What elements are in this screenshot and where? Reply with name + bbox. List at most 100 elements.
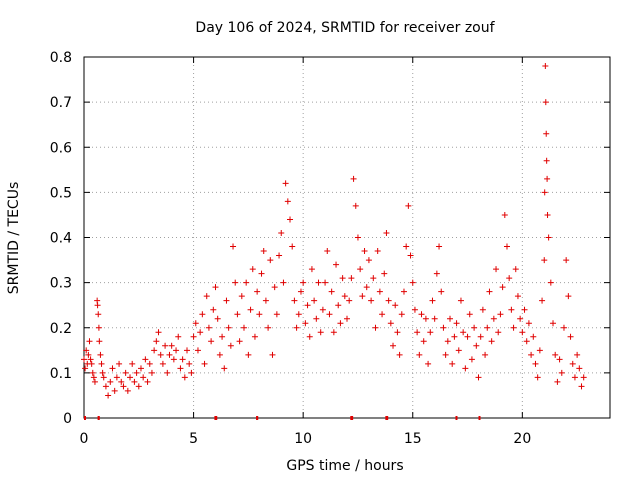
data-point — [142, 356, 149, 363]
data-point — [488, 338, 495, 345]
data-point — [416, 351, 423, 358]
data-point — [519, 329, 526, 336]
data-point — [201, 360, 208, 367]
data-point — [370, 275, 377, 282]
data-point — [398, 311, 405, 318]
data-point — [339, 275, 346, 282]
data-point — [365, 257, 372, 264]
data-point — [287, 216, 294, 223]
data-point — [495, 329, 502, 336]
data-point — [146, 360, 153, 367]
data-point — [155, 329, 162, 336]
data-point — [497, 311, 504, 318]
y-tick-label: 0.1 — [50, 366, 72, 382]
data-point — [82, 365, 89, 372]
data-point — [418, 311, 425, 318]
data-point — [109, 365, 116, 372]
data-point — [258, 270, 265, 277]
data-point — [95, 311, 102, 318]
data-point — [197, 329, 204, 336]
data-point — [466, 311, 473, 318]
data-point — [144, 378, 151, 385]
data-point — [350, 175, 357, 182]
data-point — [317, 329, 324, 336]
data-point — [420, 338, 427, 345]
data-point — [133, 369, 140, 376]
data-point — [344, 315, 350, 322]
data-point — [166, 351, 173, 358]
data-point — [124, 387, 131, 394]
data-point — [282, 180, 289, 187]
data-point — [278, 229, 285, 236]
data-point — [311, 297, 318, 304]
data-point — [184, 347, 191, 354]
gap-marker — [385, 416, 389, 420]
data-point — [433, 270, 440, 277]
data-point — [400, 288, 407, 295]
data-point — [512, 266, 519, 273]
axis-ticks: 0 0.1 0.2 0.3 0.4 0.5 0.6 0.7 0.8 0 5 10 15 20 — [50, 50, 610, 447]
data-point — [267, 257, 274, 264]
y-tick-label: 0.4 — [50, 231, 72, 247]
data-point — [392, 302, 399, 309]
data-point — [455, 347, 462, 354]
data-point — [407, 252, 414, 259]
data-point — [556, 356, 563, 363]
data-point — [293, 324, 300, 331]
data-point — [396, 351, 403, 358]
data-point — [227, 342, 234, 349]
data-point — [177, 365, 184, 372]
data-point — [414, 329, 421, 336]
data-point — [574, 351, 581, 358]
data-point — [186, 360, 193, 367]
data-point — [411, 306, 418, 313]
gap-marker — [478, 416, 481, 420]
data-point — [247, 306, 254, 313]
y-tick-label: 0 — [63, 411, 72, 427]
data-point — [91, 378, 98, 385]
data-point — [260, 248, 267, 255]
data-point — [238, 293, 245, 300]
data-point — [214, 315, 221, 322]
data-point — [381, 270, 388, 277]
data-point — [457, 297, 464, 304]
data-point — [111, 387, 118, 394]
y-tick-label: 0.6 — [50, 140, 72, 156]
data-point — [501, 211, 508, 218]
data-point — [97, 351, 104, 358]
data-point — [333, 261, 340, 268]
data-point — [379, 311, 386, 318]
data-point — [523, 338, 530, 345]
data-point — [543, 157, 550, 164]
data-point — [545, 234, 552, 241]
data-point — [543, 130, 550, 137]
data-point — [460, 329, 467, 336]
data-point — [429, 297, 436, 304]
data-point — [567, 333, 574, 340]
data-point — [514, 293, 521, 300]
data-point — [164, 369, 171, 376]
data-point — [563, 257, 570, 264]
data-point — [192, 320, 199, 327]
data-point — [234, 311, 241, 318]
data-point — [486, 288, 493, 295]
gap-marker — [214, 416, 218, 420]
data-point — [181, 374, 188, 381]
data-point — [578, 383, 585, 390]
data-point — [319, 306, 326, 313]
data-point — [444, 338, 451, 345]
data-point — [159, 360, 166, 367]
data-point — [96, 338, 103, 345]
data-point — [199, 311, 206, 318]
data-point — [558, 369, 565, 376]
data-point — [324, 248, 331, 255]
data-point — [346, 297, 353, 304]
data-point — [372, 324, 379, 331]
data-point — [221, 365, 228, 372]
data-point — [81, 356, 87, 363]
data-point — [554, 378, 561, 385]
data-point — [100, 374, 107, 381]
x-tick-label: 15 — [404, 431, 422, 447]
data-point — [194, 347, 201, 354]
